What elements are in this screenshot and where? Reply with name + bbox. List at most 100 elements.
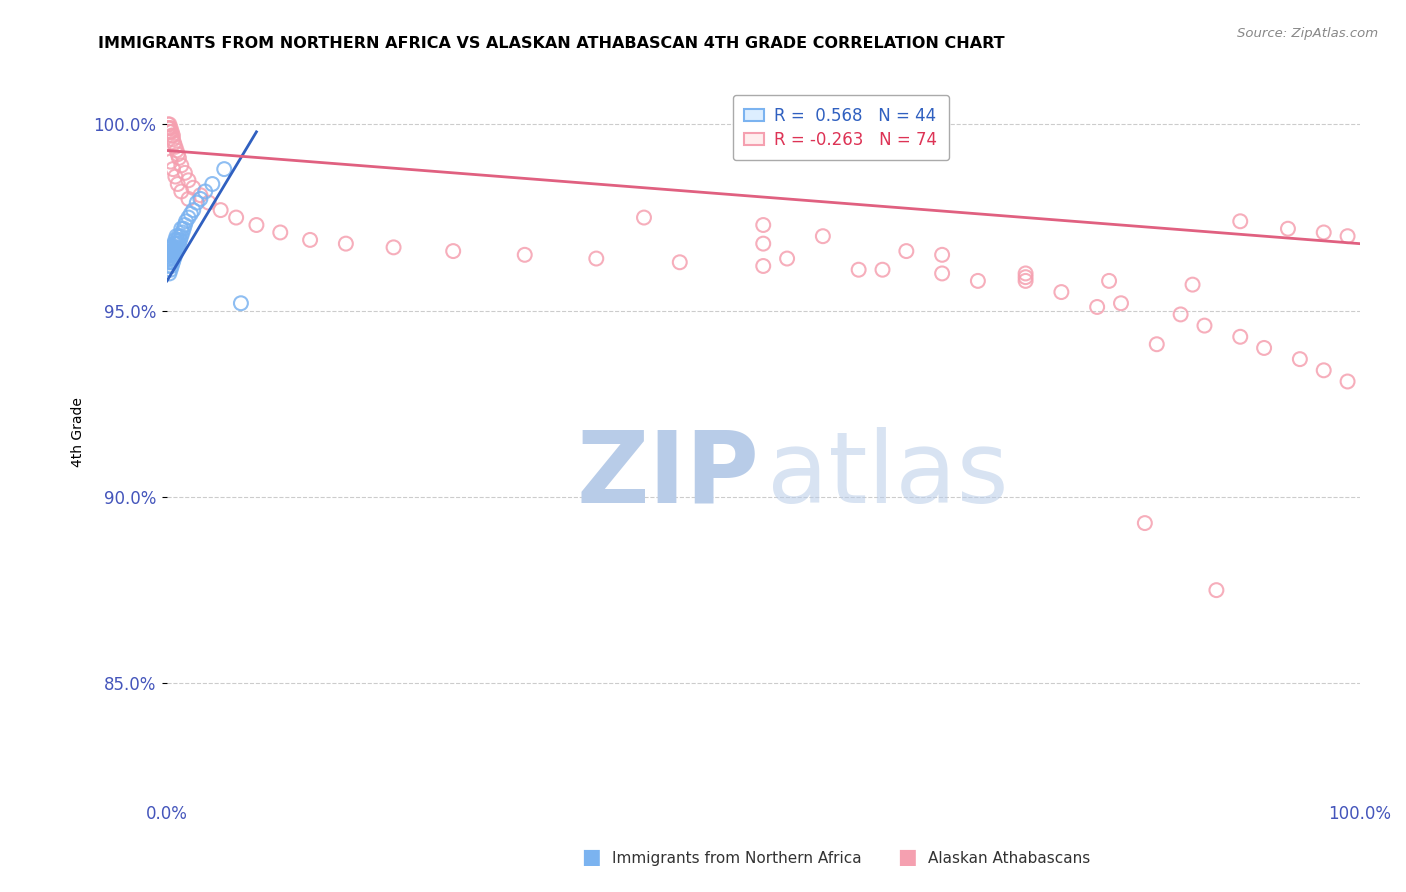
Point [752,236,775,251]
Point [1229,330,1251,344]
Point [811,229,834,244]
Point [585,252,607,266]
Point [159,240,181,254]
Point [1014,267,1036,281]
Point [1170,307,1192,321]
Point [1229,214,1251,228]
Point [159,154,181,169]
Point [159,121,181,136]
Point [160,125,183,139]
Point [163,244,186,258]
Point [299,233,322,247]
Point [1146,337,1168,351]
Point [165,248,187,262]
Point [160,244,183,258]
Point [173,166,195,180]
Point [174,214,197,228]
Point [1205,583,1227,598]
Point [1014,270,1036,285]
Point [170,229,193,244]
Point [1181,277,1204,292]
Point [159,125,181,139]
Point [157,121,180,136]
Text: Immigrants from Northern Africa: Immigrants from Northern Africa [612,852,862,866]
Point [173,218,195,232]
Point [162,162,184,177]
Point [166,177,188,191]
Point [177,211,200,225]
Legend: R =  0.568   N = 44, R = -0.263   N = 74: R = 0.568 N = 44, R = -0.263 N = 74 [733,95,949,161]
Point [186,195,208,210]
Point [162,128,184,143]
Point [159,255,181,269]
Point [166,233,188,247]
Point [167,236,190,251]
Point [201,177,224,191]
Point [1014,274,1036,288]
Point [165,240,187,254]
Point [245,218,267,232]
Text: ■: ■ [897,847,917,867]
Point [194,185,217,199]
Point [269,226,291,240]
Point [441,244,464,258]
Point [157,117,180,131]
Point [872,262,894,277]
Point [167,151,190,165]
Point [177,173,200,187]
Point [931,267,953,281]
Point [197,195,219,210]
Point [166,244,188,258]
Point [513,248,536,262]
Point [776,252,799,266]
Text: Source: ZipAtlas.com: Source: ZipAtlas.com [1237,27,1378,40]
Text: IMMIGRANTS FROM NORTHERN AFRICA VS ALASKAN ATHABASCAN 4TH GRADE CORRELATION CHAR: IMMIGRANTS FROM NORTHERN AFRICA VS ALASK… [98,36,1005,51]
Point [1085,300,1108,314]
Point [166,144,188,158]
Point [1312,363,1334,377]
Point [382,240,405,254]
Point [190,188,212,202]
Point [157,121,180,136]
Point [1336,229,1358,244]
Point [181,180,204,194]
Text: ■: ■ [581,847,600,867]
Point [229,296,252,310]
Point [1312,226,1334,240]
Point [1050,285,1073,299]
Point [752,259,775,273]
Y-axis label: 4th Grade: 4th Grade [72,397,86,467]
Point [167,229,190,244]
Point [172,226,194,240]
Point [170,185,193,199]
Point [1133,516,1156,530]
Point [163,236,186,251]
Point [157,117,180,131]
Point [165,140,187,154]
Point [165,233,187,247]
Point [163,136,186,150]
Point [170,221,193,235]
Point [159,262,181,277]
Point [165,169,187,184]
Point [212,162,235,177]
Point [160,259,183,273]
Point [162,240,184,254]
Point [157,125,180,139]
Point [173,221,195,235]
Point [163,252,186,266]
Point [169,233,191,247]
Point [1289,352,1312,367]
Point [896,244,918,258]
Text: Alaskan Athabascans: Alaskan Athabascans [928,852,1090,866]
Point [225,211,247,225]
Point [157,248,180,262]
Point [335,236,357,251]
Point [162,255,184,269]
Point [162,132,184,146]
Point [633,211,655,225]
Point [166,236,188,251]
Point [209,203,232,218]
Point [160,128,183,143]
Point [160,252,183,266]
